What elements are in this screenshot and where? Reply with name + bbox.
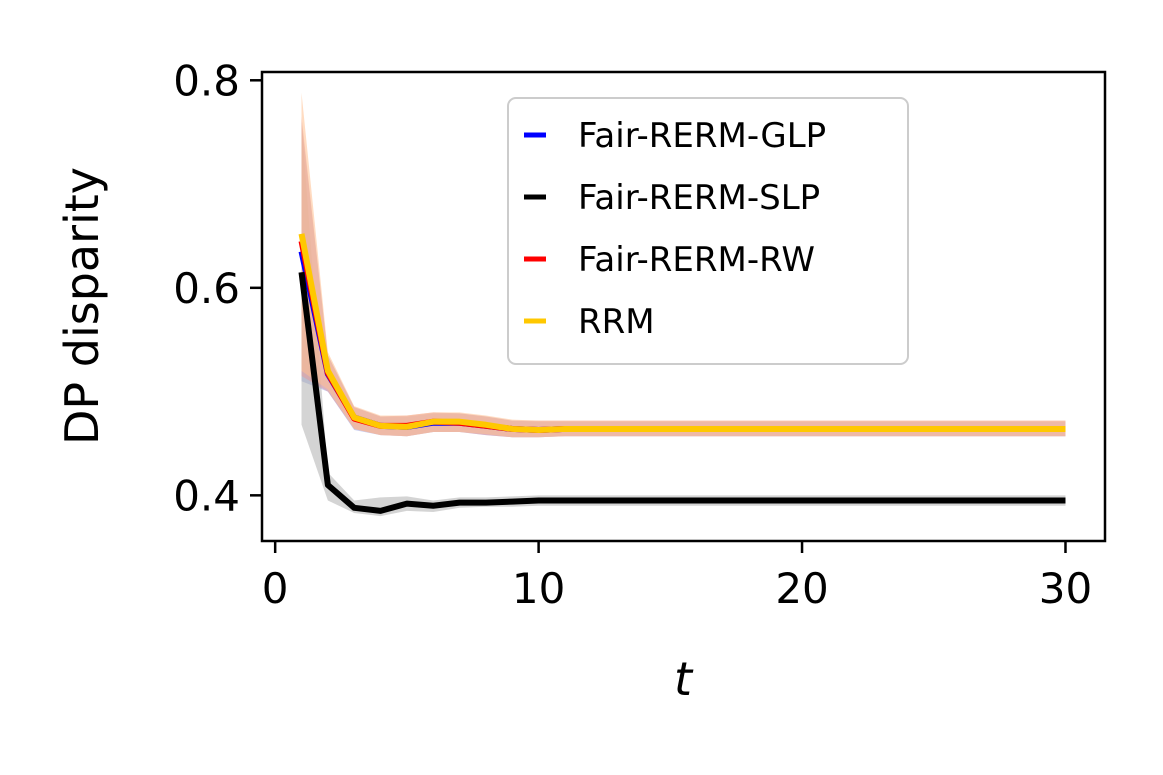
x-tick-label: 10 — [512, 564, 565, 613]
legend-label-rrm: RRM — [578, 302, 655, 342]
y-tick-label: 0.4 — [173, 471, 240, 520]
y-tick-label: 0.6 — [173, 264, 240, 313]
legend-label-fair-rerm-slp: Fair-RERM-SLP — [578, 178, 820, 218]
x-axis-title: t — [674, 652, 694, 706]
plot-frame — [260, 70, 1107, 543]
y-tick-label: 0.8 — [173, 56, 240, 105]
series-line-fair-rerm-slp — [298, 271, 1066, 514]
x-tick-label: 30 — [1039, 564, 1092, 613]
x-tick-label: 20 — [775, 564, 828, 613]
y-axis-title: DP disparity — [55, 167, 109, 445]
legend: Fair-RERM-GLP Fair-RERM-SLP Fair-RERM-RW RR… — [507, 97, 909, 365]
x-axis-ticks: 0 10 20 30 — [262, 541, 1092, 613]
x-tick-label: 0 — [262, 564, 289, 613]
legend-label-fair-rerm-glp: Fair-RERM-GLP — [578, 116, 826, 156]
series-lines — [298, 233, 1066, 514]
y-axis-ticks: 0.4 0.6 0.8 — [173, 56, 262, 520]
legend-label-fair-rerm-rw: Fair-RERM-RW — [578, 240, 815, 280]
legend-box — [507, 97, 909, 365]
series-line-rrm — [298, 233, 1066, 433]
